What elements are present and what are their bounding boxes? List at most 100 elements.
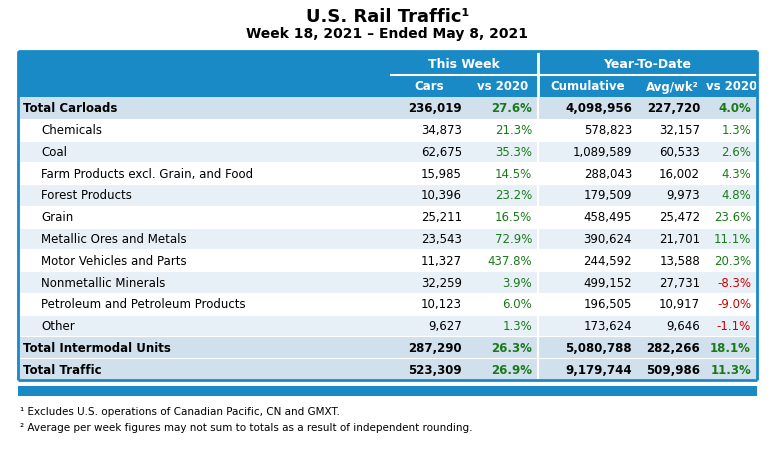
Text: Nonmetallic Minerals: Nonmetallic Minerals: [41, 276, 165, 289]
Text: 287,290: 287,290: [408, 341, 462, 354]
Text: -1.1%: -1.1%: [717, 319, 751, 332]
Text: 9,973: 9,973: [666, 189, 700, 202]
Bar: [18, 76, 757, 98]
Text: 10,917: 10,917: [659, 298, 700, 311]
Text: -9.0%: -9.0%: [717, 298, 751, 311]
Bar: [18, 163, 757, 185]
Bar: [18, 293, 757, 315]
Text: 35.3%: 35.3%: [495, 146, 532, 159]
Text: 458,495: 458,495: [584, 211, 632, 224]
Text: 34,873: 34,873: [421, 124, 462, 137]
Text: 282,266: 282,266: [646, 341, 700, 354]
Bar: [18, 315, 757, 337]
Text: Total Intermodal Units: Total Intermodal Units: [23, 341, 170, 354]
Text: Metallic Ores and Metals: Metallic Ores and Metals: [41, 232, 187, 246]
Text: Coal: Coal: [41, 146, 67, 159]
Text: 523,309: 523,309: [408, 363, 462, 376]
Bar: [18, 386, 757, 396]
Bar: [18, 52, 757, 76]
Text: Year-To-Date: Year-To-Date: [604, 58, 691, 70]
Text: 1,089,589: 1,089,589: [573, 146, 632, 159]
Text: 32,157: 32,157: [659, 124, 700, 137]
Text: 3.9%: 3.9%: [502, 276, 532, 289]
Bar: [18, 250, 757, 272]
Bar: [18, 207, 757, 228]
Text: 10,396: 10,396: [421, 189, 462, 202]
Text: 26.9%: 26.9%: [491, 363, 532, 376]
Text: 9,646: 9,646: [666, 319, 700, 332]
Text: 20.3%: 20.3%: [714, 254, 751, 267]
Text: 25,472: 25,472: [659, 211, 700, 224]
Bar: [18, 358, 757, 380]
Text: Cars: Cars: [414, 80, 444, 93]
Text: 1.3%: 1.3%: [502, 319, 532, 332]
Text: 10,123: 10,123: [421, 298, 462, 311]
Text: Petroleum and Petroleum Products: Petroleum and Petroleum Products: [41, 298, 246, 311]
Text: vs 2020: vs 2020: [477, 80, 529, 93]
Text: 21.3%: 21.3%: [494, 124, 532, 137]
Text: ¹ Excludes U.S. operations of Canadian Pacific, CN and GMXT.: ¹ Excludes U.S. operations of Canadian P…: [20, 406, 340, 416]
Text: 288,043: 288,043: [584, 168, 632, 180]
Text: 2.6%: 2.6%: [721, 146, 751, 159]
Text: 21,701: 21,701: [659, 232, 700, 246]
Text: Total Carloads: Total Carloads: [23, 102, 117, 115]
Text: 244,592: 244,592: [584, 254, 632, 267]
Text: 4.0%: 4.0%: [718, 102, 751, 115]
Text: -8.3%: -8.3%: [717, 276, 751, 289]
Text: 4,098,956: 4,098,956: [565, 102, 632, 115]
Text: 6.0%: 6.0%: [502, 298, 532, 311]
Bar: [18, 185, 757, 207]
Text: 16,002: 16,002: [659, 168, 700, 180]
Text: Farm Products excl. Grain, and Food: Farm Products excl. Grain, and Food: [41, 168, 253, 180]
Text: 25,211: 25,211: [421, 211, 462, 224]
Text: 11.1%: 11.1%: [714, 232, 751, 246]
Text: 15,985: 15,985: [421, 168, 462, 180]
Text: 27.6%: 27.6%: [491, 102, 532, 115]
Text: 499,152: 499,152: [584, 276, 632, 289]
Text: 236,019: 236,019: [408, 102, 462, 115]
Text: 23.6%: 23.6%: [714, 211, 751, 224]
Text: Total Traffic: Total Traffic: [23, 363, 102, 376]
Text: 9,179,744: 9,179,744: [566, 363, 632, 376]
Text: 437.8%: 437.8%: [487, 254, 532, 267]
Text: 179,509: 179,509: [584, 189, 632, 202]
Text: 32,259: 32,259: [421, 276, 462, 289]
Text: Motor Vehicles and Parts: Motor Vehicles and Parts: [41, 254, 187, 267]
Text: 27,731: 27,731: [659, 276, 700, 289]
Text: 390,624: 390,624: [584, 232, 632, 246]
Text: Other: Other: [41, 319, 74, 332]
Text: Chemicals: Chemicals: [41, 124, 102, 137]
Text: 62,675: 62,675: [421, 146, 462, 159]
Text: 1.3%: 1.3%: [722, 124, 751, 137]
Text: Forest Products: Forest Products: [41, 189, 132, 202]
Bar: [18, 228, 757, 250]
Text: 23.2%: 23.2%: [494, 189, 532, 202]
Text: 60,533: 60,533: [660, 146, 700, 159]
Text: 227,720: 227,720: [646, 102, 700, 115]
Bar: [18, 141, 757, 163]
Text: 509,986: 509,986: [646, 363, 700, 376]
Text: This Week: This Week: [428, 58, 500, 70]
Text: 5,080,788: 5,080,788: [566, 341, 632, 354]
Bar: [18, 272, 757, 293]
Text: Avg/wk²: Avg/wk²: [646, 80, 698, 93]
Text: 578,823: 578,823: [584, 124, 632, 137]
Text: 11.3%: 11.3%: [710, 363, 751, 376]
Text: 18.1%: 18.1%: [710, 341, 751, 354]
Text: 11,327: 11,327: [421, 254, 462, 267]
Text: Week 18, 2021 – Ended May 8, 2021: Week 18, 2021 – Ended May 8, 2021: [246, 27, 529, 41]
Text: Grain: Grain: [41, 211, 74, 224]
Text: 26.3%: 26.3%: [491, 341, 532, 354]
Bar: [18, 98, 757, 119]
Text: vs 2020: vs 2020: [706, 80, 757, 93]
Text: 23,543: 23,543: [421, 232, 462, 246]
Text: 9,627: 9,627: [429, 319, 462, 332]
Text: 4.3%: 4.3%: [722, 168, 751, 180]
Text: 72.9%: 72.9%: [494, 232, 532, 246]
Text: 173,624: 173,624: [584, 319, 632, 332]
Text: U.S. Rail Traffic¹: U.S. Rail Traffic¹: [306, 8, 469, 26]
Bar: [18, 119, 757, 141]
Text: 4.8%: 4.8%: [722, 189, 751, 202]
Text: Cumulative: Cumulative: [551, 80, 625, 93]
Text: ² Average per week figures may not sum to totals as a result of independent roun: ² Average per week figures may not sum t…: [20, 422, 473, 432]
